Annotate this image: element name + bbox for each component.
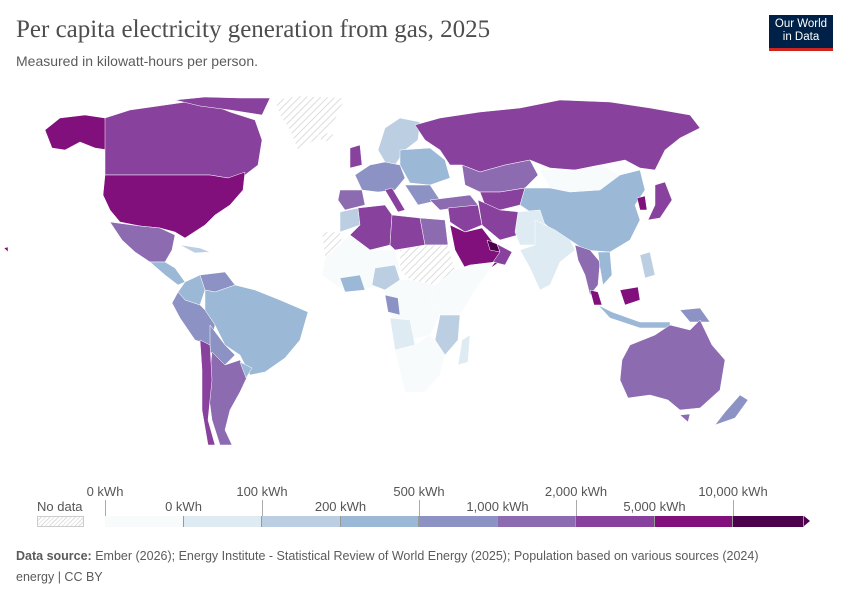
country-eastern-europe[interactable]: [399, 147, 451, 186]
country-madagascar[interactable]: [457, 334, 471, 366]
legend-bin[interactable]: [576, 516, 655, 527]
country-algeria[interactable]: [349, 204, 393, 251]
legend-bin[interactable]: [419, 516, 498, 527]
country-spain[interactable]: [337, 189, 366, 211]
country-tanzania-mozambique[interactable]: [434, 314, 461, 356]
country-philippines[interactable]: [639, 251, 656, 279]
country-iceland[interactable]: [317, 131, 336, 143]
no-data-label: No data: [37, 499, 83, 514]
legend-tick-label: 500 kWh: [393, 484, 445, 499]
country-korea[interactable]: [636, 195, 648, 211]
legend-tick-label: 0 kWh: [165, 499, 202, 514]
country-myanmar-thailand[interactable]: [574, 244, 601, 296]
country-brazil[interactable]: [204, 284, 309, 376]
country-usa[interactable]: [102, 171, 246, 239]
legend-tick-line: [419, 500, 420, 516]
country-oman[interactable]: [492, 243, 513, 266]
country-chile[interactable]: [199, 339, 216, 446]
country-canada-arctic[interactable]: [174, 96, 271, 116]
license[interactable]: energy | CC BY: [16, 570, 103, 584]
legend-tick-line: [733, 500, 734, 516]
legend-bin[interactable]: [497, 516, 576, 527]
country-southern-africa[interactable]: [394, 334, 446, 393]
data-source: Data source: Ember (2026); Energy Instit…: [16, 549, 759, 563]
country-italy[interactable]: [384, 187, 406, 213]
page-title: Per capita electricity generation from g…: [16, 16, 491, 43]
country-cuba[interactable]: [179, 244, 211, 254]
legend-tick-line: [262, 500, 263, 516]
country-uruguay[interactable]: [239, 361, 253, 379]
legend-tick-label: 10,000 kWh: [698, 484, 768, 499]
country-canada[interactable]: [104, 99, 263, 179]
country-kazakhstan[interactable]: [461, 159, 539, 193]
legend-bin[interactable]: [262, 516, 341, 527]
country-alaska[interactable]: [44, 114, 109, 151]
legend-bin[interactable]: [733, 516, 804, 527]
country-japan[interactable]: [647, 181, 673, 221]
no-data-swatch[interactable]: [37, 516, 84, 527]
legend-bin[interactable]: [340, 516, 419, 527]
country-libya[interactable]: [389, 214, 426, 251]
legend-tick-label: 1,000 kWh: [466, 499, 529, 514]
page-subtitle: Measured in kilowatt-hours per person.: [16, 53, 259, 69]
legend-tick-line: [105, 500, 106, 516]
country-iraq-syria[interactable]: [447, 204, 483, 233]
country-uk[interactable]: [349, 144, 363, 169]
legend-tick-label: 2,000 kWh: [544, 484, 608, 499]
country-gabon-congo[interactable]: [384, 294, 401, 316]
country-greenland[interactable]: [274, 95, 346, 151]
country-egypt[interactable]: [419, 217, 449, 246]
legend-tick-label: 100 kWh: [236, 484, 288, 499]
legend-tick-line: [576, 500, 577, 516]
owid-logo[interactable]: Our World in Data: [769, 15, 833, 51]
country-india[interactable]: [519, 219, 576, 291]
legend-tick-label: 200 kWh: [314, 499, 367, 514]
country-vietnam[interactable]: [597, 251, 613, 286]
country-indonesia[interactable]: [597, 304, 671, 329]
country-new-zealand[interactable]: [714, 394, 749, 426]
source-label: Data source:: [16, 549, 92, 563]
country-china[interactable]: [519, 169, 646, 253]
country-russia[interactable]: [414, 99, 701, 173]
legend-tick-label: 0 kWh: [86, 484, 124, 499]
country-western-europe[interactable]: [354, 161, 406, 193]
legend-arrow: [803, 516, 810, 526]
legend-bin[interactable]: [105, 516, 184, 527]
legend-bin[interactable]: [654, 516, 733, 527]
country-malaysia[interactable]: [589, 289, 603, 306]
legend-bin[interactable]: [183, 516, 262, 527]
country-mexico[interactable]: [109, 221, 176, 263]
country-borneo[interactable]: [619, 286, 641, 306]
country-argentina[interactable]: [207, 351, 249, 446]
legend-tick-label: 5,000 kWh: [623, 499, 686, 514]
source-text: Ember (2026); Energy Institute - Statist…: [91, 549, 759, 563]
country-central-america[interactable]: [149, 261, 186, 286]
country-hawaii[interactable]: [3, 246, 9, 253]
country-tasmania[interactable]: [679, 413, 691, 423]
country-australia[interactable]: [619, 319, 726, 411]
country-png[interactable]: [679, 307, 711, 323]
country-ivory-ghana[interactable]: [339, 274, 366, 293]
world-map: [3, 95, 749, 446]
